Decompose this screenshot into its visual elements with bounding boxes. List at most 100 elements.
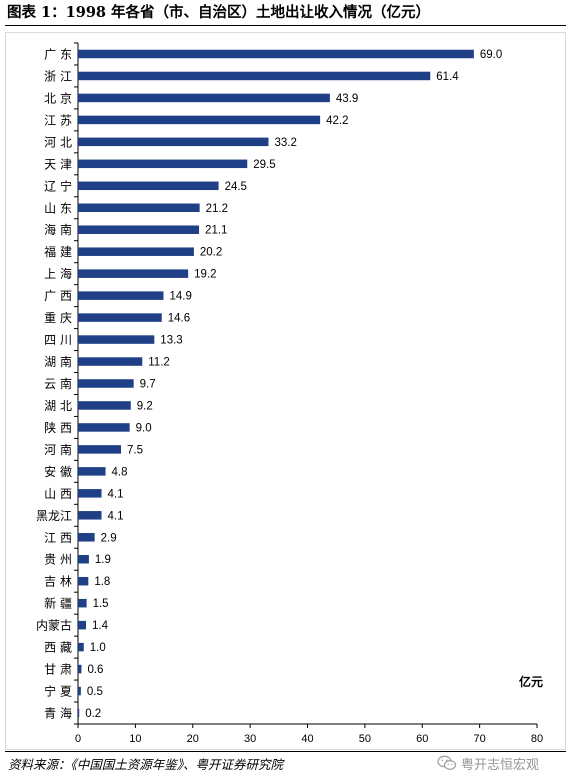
category-label: 吉 林 [44,575,72,589]
value-label: 24.5 [225,181,247,193]
value-label: 33.2 [274,137,296,149]
category-label: 宁 夏 [44,684,72,699]
bar [78,71,431,81]
bar [78,467,106,476]
category-label: 河 北 [44,135,72,149]
bar [78,357,143,366]
category-label: 内蒙古 [36,618,72,633]
category-label: 湖 北 [44,398,72,413]
category-label: 山 东 [44,201,72,215]
bar [78,335,155,344]
category-label: 浙 江 [44,69,72,83]
category-label: 黑龙江 [36,509,72,523]
category-label: 新 疆 [44,596,72,611]
bar [78,379,134,388]
value-label: 4.8 [112,466,128,478]
value-label: 4.1 [108,510,124,522]
value-label: 1.5 [93,598,109,610]
value-label: 21.2 [206,203,228,215]
value-label: 14.9 [169,291,191,303]
value-label: 2.9 [101,532,117,544]
value-label: 14.6 [168,313,190,325]
bar [78,708,80,718]
value-label: 21.1 [205,225,227,237]
source-note: 资料来源：《中国国土资源年鉴》、粤开证券研究院 [8,757,284,772]
value-label: 42.2 [326,115,348,127]
category-label: 上 海 [44,266,72,281]
value-label: 43.9 [336,93,358,105]
category-label: 云 南 [44,376,72,391]
category-label: 广 西 [44,289,72,303]
bar [78,686,81,696]
x-tick-label: 20 [187,733,199,745]
category-label: 陕 西 [44,420,72,435]
category-label: 福 建 [44,244,72,259]
bar [78,533,95,542]
value-label: 7.5 [127,444,143,456]
category-label: 湖 南 [44,354,72,369]
category-label: 海 南 [44,222,72,237]
value-label: 29.5 [253,159,275,171]
watermark-text: 粤开志恒宏观 [461,757,540,773]
value-label: 61.4 [436,71,459,83]
bar [78,115,321,125]
bar [78,445,122,454]
value-label: 20.2 [200,247,222,259]
category-label: 贵 州 [44,553,72,567]
bar [78,137,269,147]
category-label: 江 苏 [44,113,72,127]
category-label: 安 徽 [44,464,72,479]
watermark: 粤开志恒宏观 [437,748,567,778]
category-label: 北 京 [44,91,72,105]
category-label: 广 东 [44,47,72,61]
bar [78,291,164,300]
bar [78,554,89,564]
bar [78,181,219,191]
bar [78,598,87,608]
bar [78,423,130,432]
unit-label: 亿元 [519,674,543,689]
x-tick-label: 70 [474,733,486,745]
value-label: 19.2 [194,269,216,281]
x-tick-label: 40 [301,733,313,745]
x-tick-label: 0 [75,733,81,745]
bar [78,401,131,410]
x-tick-label: 80 [531,733,543,745]
bar [78,642,84,652]
bar [78,576,89,586]
x-tick-label: 30 [244,733,256,745]
value-label: 0.2 [85,708,101,720]
value-label: 69.0 [480,49,502,61]
bar [78,93,330,103]
category-label: 青 海 [44,706,72,721]
value-label: 0.6 [87,664,103,676]
bar [78,247,194,256]
x-tick-label: 60 [416,733,428,745]
category-label: 辽 宁 [44,178,72,193]
value-label: 9.7 [140,379,156,391]
bar [78,511,102,520]
value-label: 1.9 [95,554,111,566]
value-label: 13.3 [160,335,182,347]
title-rule [5,25,566,26]
wechat-icon [437,755,457,771]
x-tick-label: 50 [359,733,371,745]
bar [78,269,189,278]
bar [78,489,102,498]
value-label: 11.2 [148,357,170,369]
value-label: 1.4 [92,620,109,632]
category-label: 甘 肃 [44,663,72,677]
category-label: 天 津 [44,157,72,171]
value-label: 9.2 [137,400,153,412]
bar [78,49,474,59]
value-label: 9.0 [136,422,152,434]
bar [78,203,200,213]
footer-rule [5,751,566,752]
bar [78,159,248,169]
value-label: 0.5 [87,686,103,698]
bar [78,313,162,322]
category-label: 山 西 [44,487,72,501]
category-label: 江 西 [44,531,72,545]
figure-title: 图表 1：1998 年各省（市、自治区）土地出让收入情况（亿元） [7,4,431,21]
category-label: 重 庆 [44,311,72,325]
